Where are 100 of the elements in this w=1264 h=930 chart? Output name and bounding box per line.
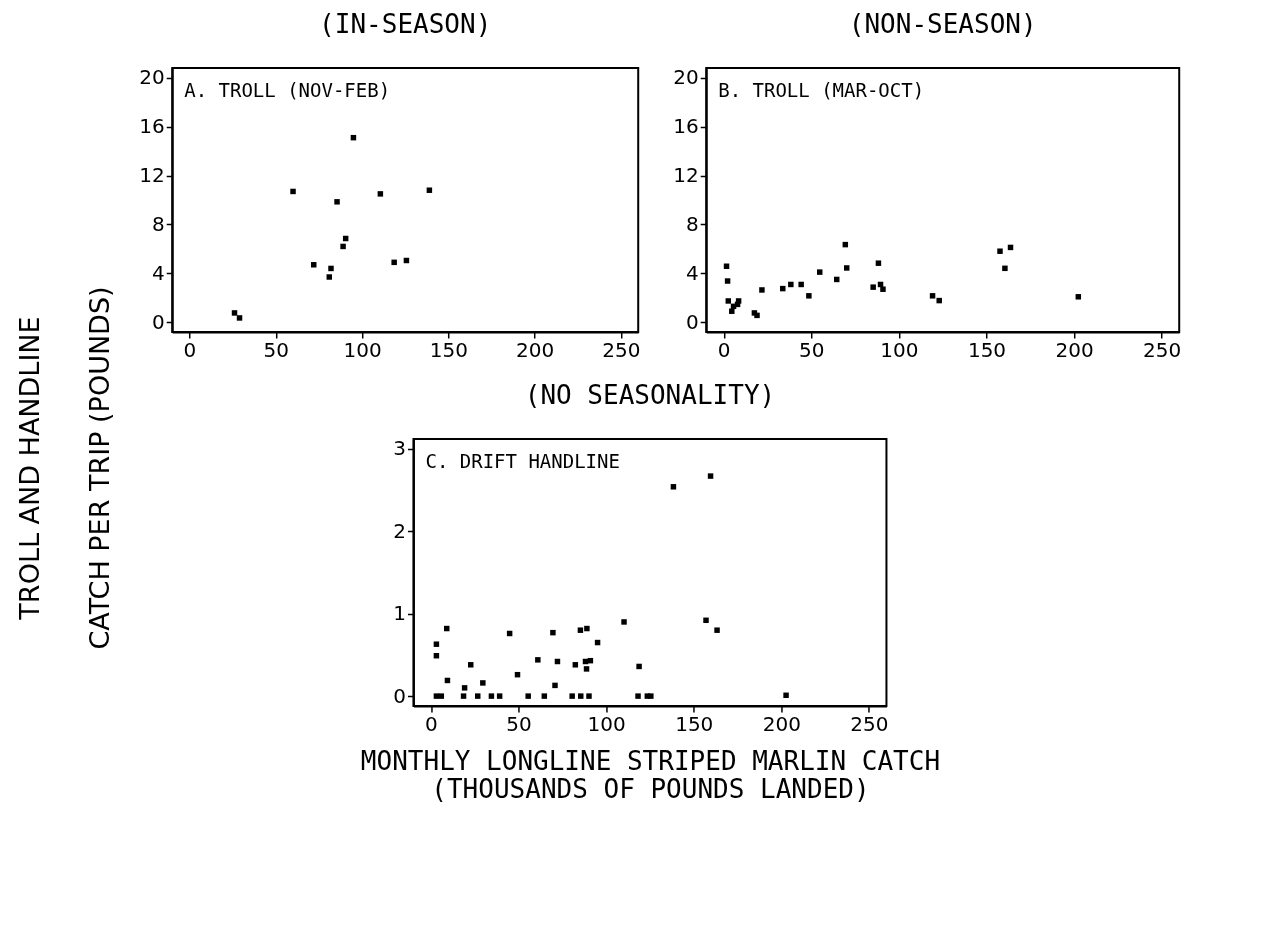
y-tick-label: 20 [673,65,699,90]
x-tick-label: 200 [762,711,801,736]
point [311,262,317,268]
y-tick-label: 2 [393,518,406,543]
point [438,693,445,699]
point [783,692,789,699]
point [577,627,584,633]
point [391,259,397,266]
chart-title: (NO SEASONALITY) [524,379,776,410]
y-tick-label: 12 [139,163,165,188]
x-tick-label: 0 [425,711,438,736]
point [433,693,440,699]
y-tick-label: 8 [685,211,699,236]
point [468,662,474,668]
point [843,265,850,271]
point [550,629,556,636]
y-tick-label: 8 [151,211,165,236]
point [936,297,942,304]
x-tick-label: 100 [343,337,382,362]
point [670,484,677,490]
point [340,243,346,250]
x-tick-label: 0 [717,337,731,362]
y-tick-label: 16 [673,114,699,139]
point [880,286,886,292]
point [433,641,440,647]
point [334,199,340,205]
point [496,693,503,699]
y-tick-label: 3 [393,436,406,461]
point [488,693,495,699]
x-tick-label: 200 [1055,337,1094,362]
point [584,625,590,632]
point [870,284,876,290]
point [1002,265,1008,272]
point [725,298,732,304]
y-tick-label: 4 [151,260,165,285]
point [648,693,654,699]
y-tick-label: 12 [673,163,699,188]
point [569,693,575,699]
y-tick-label: 0 [685,309,699,334]
point [714,627,720,633]
point [798,281,804,288]
point [231,310,238,316]
point [817,269,823,275]
point [326,274,333,280]
point [621,619,627,625]
point [1075,294,1082,300]
y-tick-label: 16 [139,114,165,139]
point [759,287,765,293]
point [788,281,794,288]
point [525,693,531,699]
point [572,662,579,668]
point [460,693,467,699]
x-tick-label: 0 [183,337,197,362]
annotation: B. TROLL (MAR-OCT) [718,79,925,101]
point [703,617,709,624]
chart-title: (NON-SEASON) [848,8,1037,39]
x-tick-label: 150 [675,711,714,736]
x-tick-label: 250 [850,711,889,736]
point [290,188,296,195]
point [724,278,731,284]
x-axis-title: MONTHLY LONGLINE STRIPED MARLIN CATCH (THOUSANDS OF POUNDS LANDED) [360,745,941,804]
text: TROLL AND HANDLINE CATCH PER TRIP (POUNDS) [14,286,115,650]
x-tick-label: 100 [587,711,626,736]
point [875,260,882,266]
x-tick-label: 250 [1143,337,1182,362]
point [480,680,486,686]
point [535,657,541,663]
point [236,315,243,321]
point [729,308,735,314]
point [328,265,334,272]
point [552,682,558,689]
annotation: C. DRIFT HANDLINE [425,450,620,472]
point [636,663,642,670]
y-tick-label: 1 [393,601,406,626]
y-tick-label: 20 [139,65,165,90]
annotation: A. TROLL (NOV-FEB) [184,79,391,101]
x-tick-label: 150 [967,337,1007,362]
point [461,685,468,691]
point [586,693,592,699]
point [541,693,548,699]
point [780,285,786,292]
y-tick-label: 0 [393,683,406,708]
x-tick-label: 250 [602,337,641,362]
chart-title: (IN-SEASON) [319,8,492,39]
y-tick-label: 0 [151,309,165,334]
point [377,191,384,197]
point [806,293,812,299]
point [635,693,641,699]
point [578,693,584,699]
point [735,298,742,304]
point [707,473,714,479]
x-tick-label: 50 [263,337,289,362]
x-tick-label: 100 [880,337,919,362]
point [929,293,936,299]
y-tick-label: 4 [685,260,699,285]
point [426,187,433,193]
x-tick-label: 200 [516,337,555,362]
point [583,666,590,672]
x-tick-label: 50 [506,711,532,736]
point [475,693,481,699]
